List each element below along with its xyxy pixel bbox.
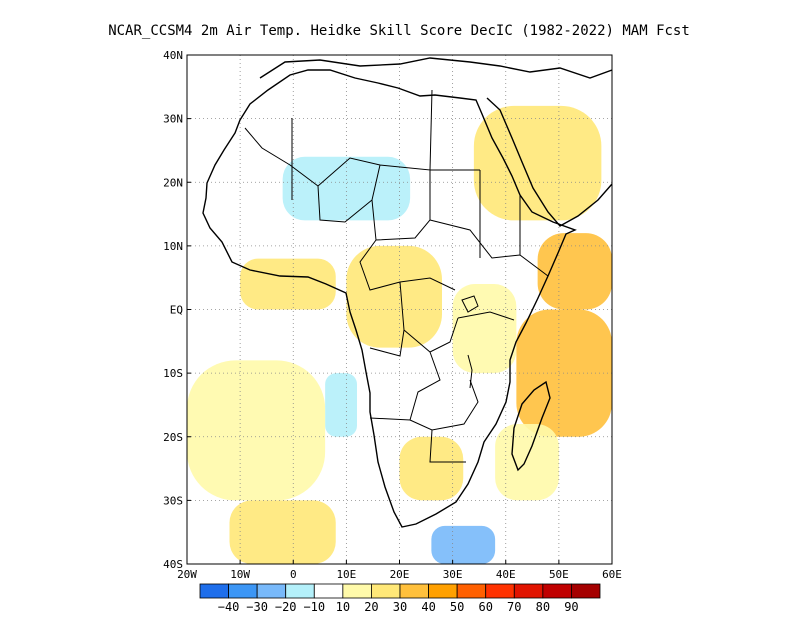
colorbar-label: 90 <box>564 600 578 614</box>
mediterranean-north-coast <box>259 57 612 79</box>
x-tick-label: 40E <box>496 568 516 581</box>
x-tick-label: 60E <box>602 568 622 581</box>
colorbar-label: 20 <box>364 600 378 614</box>
y-tick-label: 10N <box>163 240 183 253</box>
colorbar-label: 70 <box>507 600 521 614</box>
africa-coastline <box>202 69 577 528</box>
x-tick-label: 0 <box>290 568 297 581</box>
y-tick-label: 20N <box>163 176 183 189</box>
longitude-tick-labels: 20W 10W 0 10E 20E 30E 40E 50E 60E <box>177 560 622 581</box>
y-tick-label: 40N <box>163 49 183 62</box>
colorbar-swatch <box>313 583 344 599</box>
colorbar-label: 30 <box>393 600 407 614</box>
country-borders <box>244 89 549 463</box>
x-tick-label: 50E <box>549 568 569 581</box>
colorbar-swatch <box>285 583 315 599</box>
map-title: NCAR_CCSM4 2m Air Temp. Heidke Skill Sco… <box>108 23 690 39</box>
colorbar-swatch <box>542 583 572 599</box>
colorbar-label: −30 <box>246 600 268 614</box>
y-tick-label: EQ <box>170 304 183 317</box>
lake-victoria <box>461 295 479 313</box>
colorbar-swatch <box>513 583 544 599</box>
x-tick-label: 30E <box>443 568 463 581</box>
y-tick-label: 10S <box>163 367 183 380</box>
skill-region <box>495 424 559 501</box>
skill-region <box>452 284 517 374</box>
y-tick-label: 20S <box>163 431 183 444</box>
colorbar-label: 10 <box>336 600 350 614</box>
coastlines-and-borders <box>202 57 612 528</box>
colorbar-swatch <box>228 583 258 599</box>
arabia-coastline <box>486 97 612 227</box>
colorbar-label: 40 <box>421 600 435 614</box>
colorbar-swatch <box>399 583 429 599</box>
lake-malawi <box>467 354 473 389</box>
skill-region <box>431 525 496 564</box>
colorbar-swatch <box>256 583 287 599</box>
gridlines <box>187 55 612 564</box>
skill-shading <box>187 80 612 564</box>
colorbar-label: 60 <box>478 600 492 614</box>
colorbar-label: 50 <box>450 600 464 614</box>
x-tick-label: 10E <box>336 568 356 581</box>
skill-region <box>346 245 442 348</box>
colorbar: −40 −30 −20 −10 10 20 30 40 50 60 70 80 90 <box>199 583 601 614</box>
colorbar-swatch <box>571 583 601 599</box>
colorbar-swatch <box>342 583 372 599</box>
x-tick-label: 20E <box>390 568 410 581</box>
skill-region <box>399 436 464 501</box>
skill-region <box>240 258 336 310</box>
colorbar-label: −40 <box>218 600 240 614</box>
colorbar-swatch <box>485 583 515 599</box>
y-tick-label: 30N <box>163 113 183 126</box>
skill-region <box>187 360 326 501</box>
skill-region <box>229 500 336 564</box>
map-panel: 20W 10W 0 10E 20E 30E 40E 50E 60E 40N 30N 20N 10N EQ… <box>163 49 622 581</box>
skill-region <box>473 105 602 221</box>
colorbar-swatch <box>371 583 401 599</box>
y-tick-label: 40S <box>163 558 183 571</box>
x-tick-label: 20W <box>177 568 197 581</box>
colorbar-swatch <box>199 583 229 599</box>
colorbar-label: −10 <box>303 600 325 614</box>
x-tick-label: 10W <box>230 568 250 581</box>
colorbar-label: −20 <box>275 600 297 614</box>
latitude-tick-labels: 40N 30N 20N 10N EQ 10S 20S 30S 40S <box>163 49 191 571</box>
skill-region <box>537 233 612 310</box>
colorbar-label: 80 <box>536 600 550 614</box>
madagascar-coastline <box>511 380 551 472</box>
colorbar-swatch <box>428 583 458 599</box>
skill-region <box>516 309 612 437</box>
colorbar-swatch <box>456 583 487 599</box>
skill-region <box>325 373 357 437</box>
y-tick-label: 30S <box>163 494 183 507</box>
